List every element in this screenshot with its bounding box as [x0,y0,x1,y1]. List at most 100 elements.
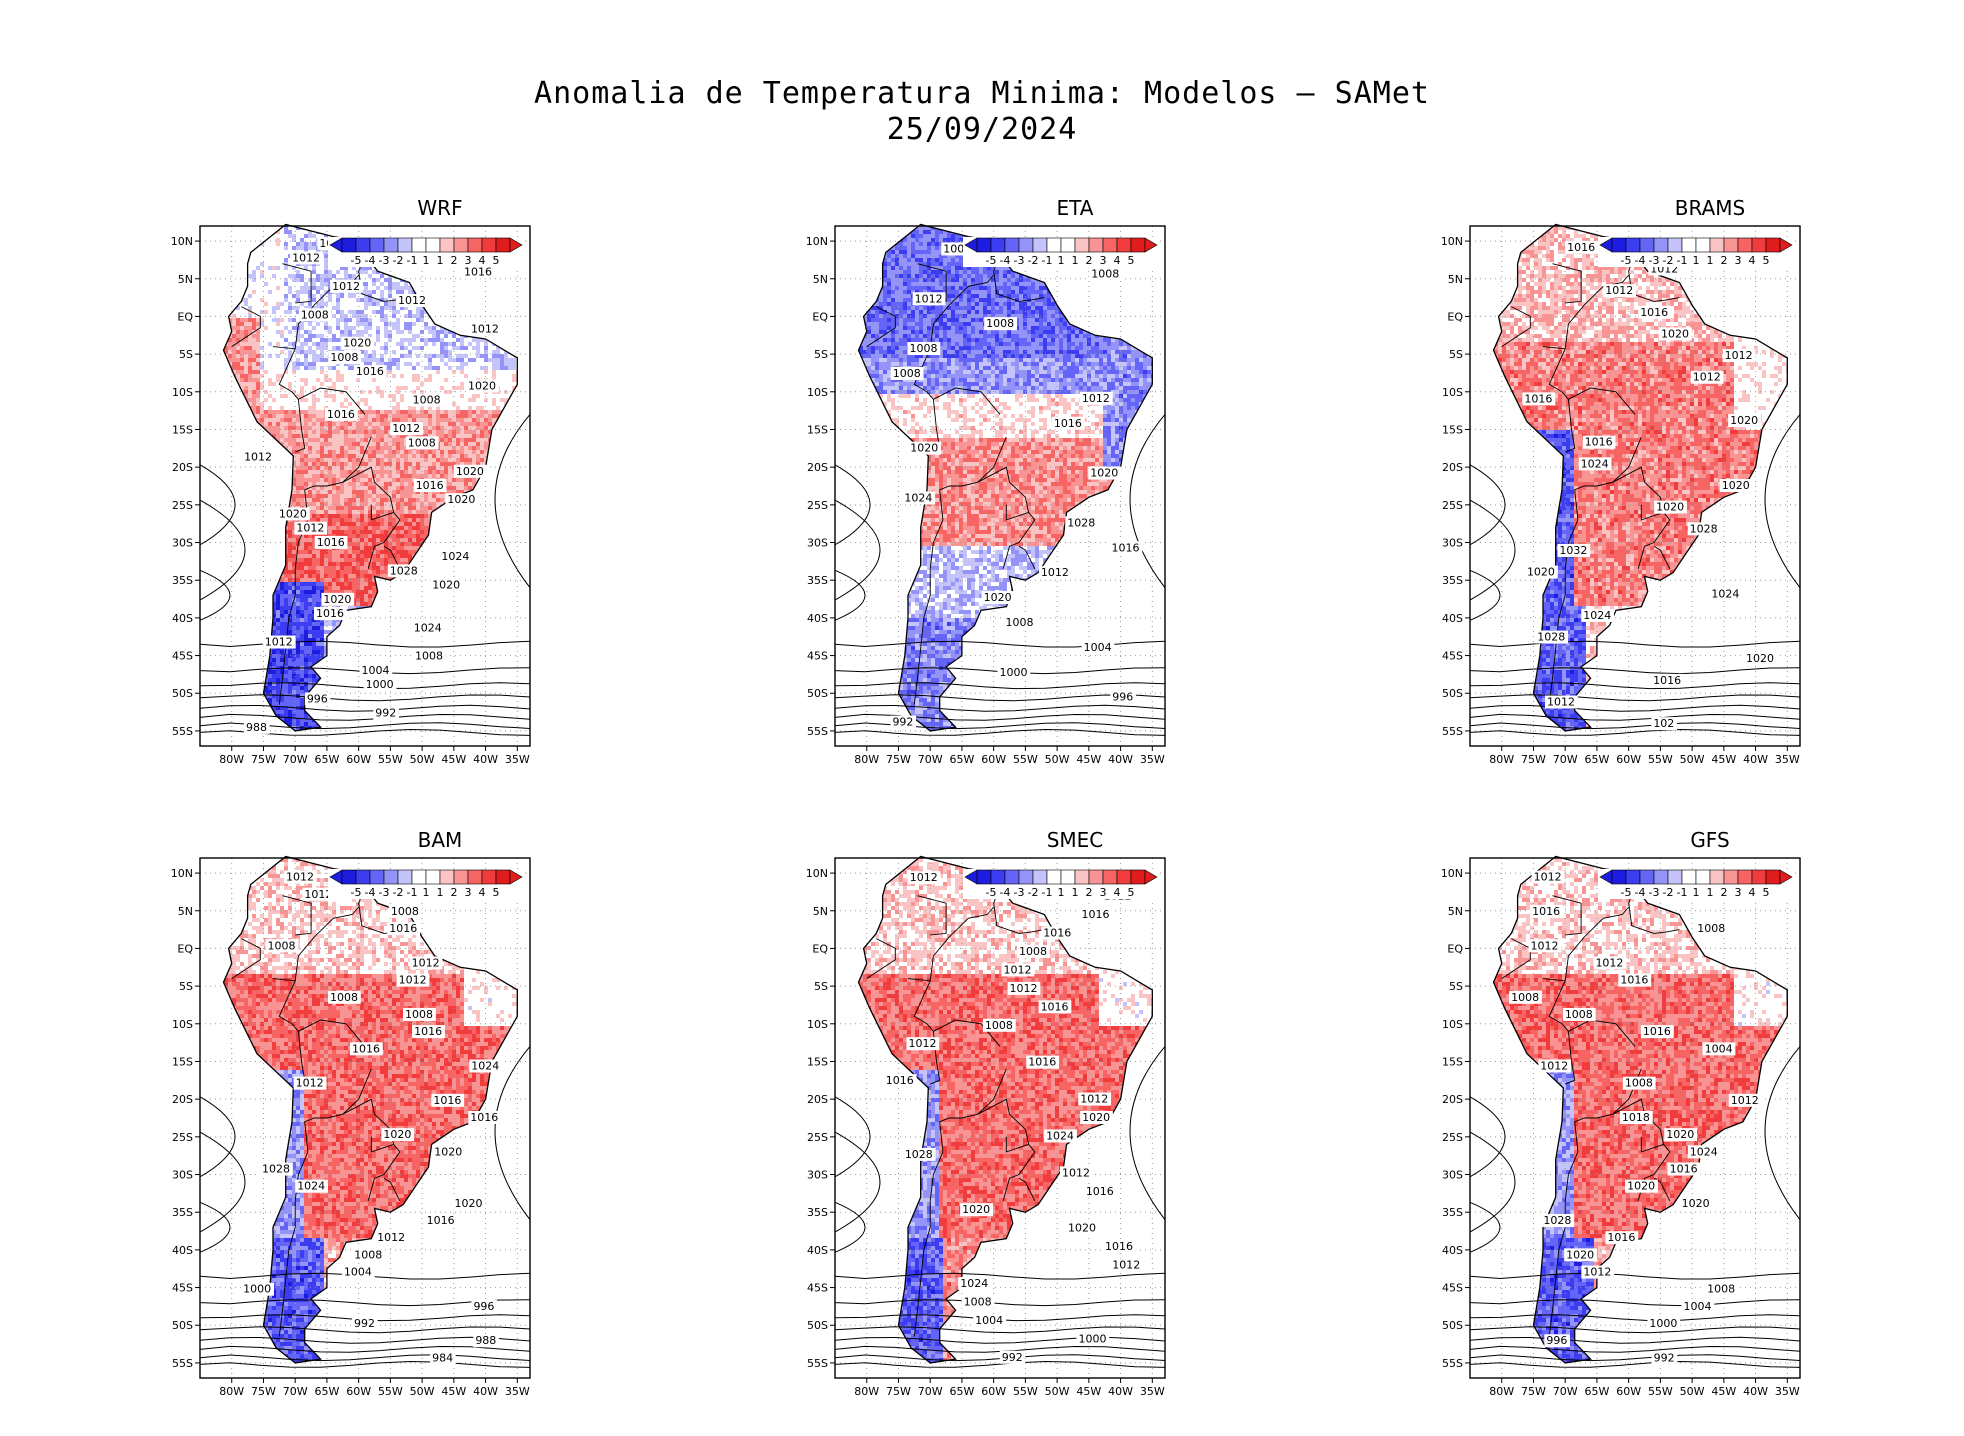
lon-tick-label: 45W [1076,1385,1101,1398]
lat-tick-label: 20S [172,461,193,474]
lat-tick-label: 10S [807,386,828,399]
lon-tick-label: 45W [1711,753,1736,766]
isobar-label: 1016 [350,1042,383,1055]
isobar-label: 1008 [984,317,1017,330]
isobar-label: 988 [244,721,270,734]
isobar-label: 1024 [295,1180,328,1193]
isobar-label: 996 [1544,1334,1570,1347]
isobar-label: 1016 [1668,1163,1701,1176]
colorbar-label: -2 [1028,886,1039,899]
lat-tick-label: 25S [807,1131,828,1144]
lon-tick-label: 60W [1616,1385,1641,1398]
lat-tick-label: 5S [814,980,828,993]
isobar-label: 1008 [1004,616,1037,629]
isobar-label: 1024 [1709,587,1742,600]
isobar-label: 1000 [241,1283,274,1296]
isobar-label: 1012 [390,422,423,435]
lon-tick-label: 35W [1775,753,1800,766]
isobar-label: 1012 [397,974,430,987]
colorbar-label: 3 [465,254,472,267]
colorbar-label: -2 [393,254,404,267]
lat-tick-label: 15S [1442,423,1463,436]
isobar-label: 1020 [1625,1180,1658,1193]
colorbar-label: -3 [379,886,390,899]
colorbar-label: -4 [365,886,376,899]
lat-tick-label: 50S [807,687,828,700]
isobar-label: 1016 [315,536,348,549]
isobar-label: 1012 [1593,956,1626,969]
lat-tick-label: 10S [807,1018,828,1031]
panel-title: SMEC [975,828,1175,852]
lat-tick-label: 5S [179,980,193,993]
lon-tick-label: 65W [949,753,974,766]
lat-tick-label: 30S [172,1169,193,1182]
isobar-label: 1024 [1579,457,1612,470]
colorbar-label: 2 [1721,254,1728,267]
lon-tick-label: 55W [378,753,403,766]
isobar-label: 1016 [314,607,347,620]
isobar-label: 1004 [342,1266,375,1279]
colorbar-label: -5 [351,254,362,267]
isobar-label: 1028 [1688,522,1721,535]
isobar-label: 1012 [469,322,502,335]
lat-tick-label: 35S [1442,1206,1463,1219]
isobar-label: 1012 [1581,1266,1614,1279]
lon-tick-label: 50W [1045,1385,1070,1398]
lat-tick-label: 50S [172,1319,193,1332]
lat-tick-label: 40S [1442,612,1463,625]
lat-tick-label: 25S [172,1131,193,1144]
lon-tick-label: 55W [1013,1385,1038,1398]
lon-tick-label: 65W [1584,753,1609,766]
panel-wrf: 1012101210161012101210081012102010081016… [150,196,550,766]
isobar-label: 1008 [891,367,924,380]
colorbar-label: -4 [365,254,376,267]
panel-gfs: 1012101210161008101210121016100810081016… [1420,828,1820,1398]
lat-tick-label: 30S [807,1169,828,1182]
colorbar-label: 1 [1707,254,1714,267]
lon-tick-label: 60W [346,1385,371,1398]
isobar-label: 1028 [1535,631,1568,644]
lat-tick-label: 45S [1442,1282,1463,1295]
colorbar-label: -1 [1042,886,1053,899]
isobar-label: 1016 [1651,674,1684,687]
isobar-label: 1020 [1659,327,1692,340]
lat-tick-label: 35S [172,574,193,587]
lat-tick-label: 10S [1442,1018,1463,1031]
lon-tick-label: 80W [219,753,244,766]
lat-tick-label: EQ [1447,310,1463,323]
isobar-label: 1012 [1060,1166,1093,1179]
isobar-label: 1012 [1002,963,1035,976]
isobar-label: 1004 [1703,1042,1736,1055]
isobar-label: 1016 [468,1111,501,1124]
isobar-label: 1020 [432,1145,465,1158]
lon-tick-label: 60W [981,1385,1006,1398]
colorbar-label: 1 [1707,886,1714,899]
isobar-label: 1016 [1110,541,1143,554]
colorbar-label: -5 [1621,254,1632,267]
isobar-label: 1008 [1623,1077,1656,1090]
isobar-label: 1008 [352,1248,385,1261]
lat-tick-label: 20S [1442,461,1463,474]
figure-title: Anomalia de Temperatura Minima: Modelos … [0,76,1964,111]
lon-tick-label: 35W [1140,753,1165,766]
isobar-label: 1012 [375,1231,408,1244]
isobar-label: 1008 [962,1295,995,1308]
lon-tick-label: 60W [1616,753,1641,766]
lat-tick-label: 10S [1442,386,1463,399]
isobar-label: 1016 [1641,1025,1674,1038]
colorbar-label: -3 [1649,886,1660,899]
isobar-label: 1020 [1728,414,1761,427]
colorbar-label: -1 [407,886,418,899]
lat-tick-label: 45S [172,650,193,663]
colorbar-label: -5 [1621,886,1632,899]
isobar-label: 1024 [469,1059,502,1072]
lat-tick-label: 55S [172,725,193,738]
isobar-label: 996 [471,1300,497,1313]
panel-title: GFS [1610,828,1810,852]
lat-tick-label: 40S [807,612,828,625]
isobar-label: 1012 [396,294,429,307]
isobar-label: 1024 [412,621,445,634]
isobar-label: 1012 [1691,371,1724,384]
colorbar-label: 1 [1693,886,1700,899]
lat-tick-label: 10N [171,235,193,248]
